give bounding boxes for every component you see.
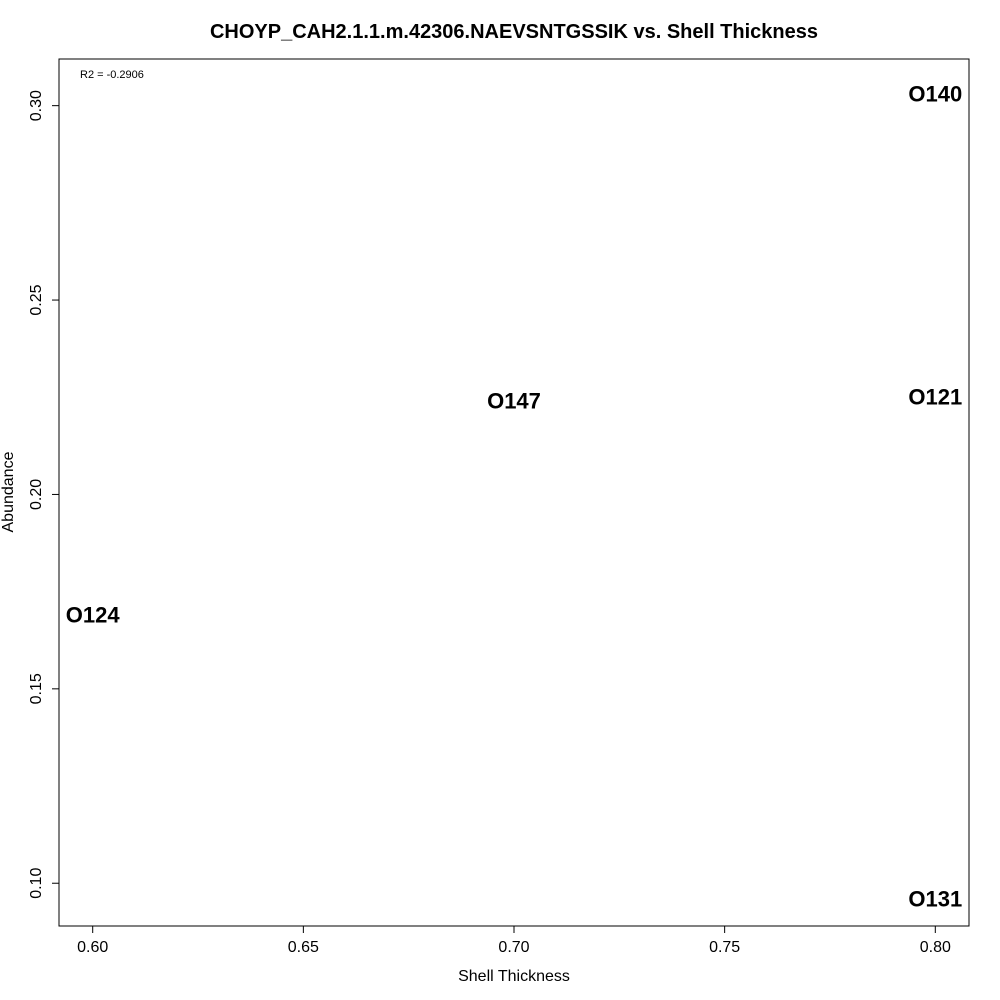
point-label-o140: O140 [908, 81, 962, 106]
x-axis: 0.60 0.65 0.70 0.75 0.80 [77, 925, 951, 956]
x-tick-label: 0.80 [920, 939, 951, 956]
y-tick-label: 0.25 [28, 284, 45, 315]
point-label-o124: O124 [66, 602, 121, 627]
y-tick-label: 0.15 [28, 673, 45, 704]
data-points: O140 O121 O147 O124 O131 [66, 81, 962, 911]
point-label-o147: O147 [487, 389, 541, 414]
plot-frame [58, 58, 970, 927]
y-tick-label: 0.10 [28, 868, 45, 899]
x-tick-label: 0.75 [709, 939, 740, 956]
x-tick-label: 0.60 [77, 939, 108, 956]
chart-title: CHOYP_CAH2.1.1.m.42306.NAEVSNTGSSIK vs. … [210, 21, 818, 43]
y-axis: 0.10 0.15 0.20 0.25 0.30 [28, 90, 60, 899]
r2-annotation: R2 = -0.2906 [80, 69, 144, 81]
y-axis-label: Abundance [0, 451, 17, 532]
point-label-o131: O131 [908, 886, 962, 911]
x-tick-label: 0.65 [288, 939, 319, 956]
x-tick-label: 0.70 [498, 939, 529, 956]
y-tick-label: 0.20 [28, 479, 45, 510]
x-axis-label: Shell Thickness [458, 968, 570, 985]
point-label-o121: O121 [908, 385, 962, 410]
y-tick-label: 0.30 [28, 90, 45, 121]
